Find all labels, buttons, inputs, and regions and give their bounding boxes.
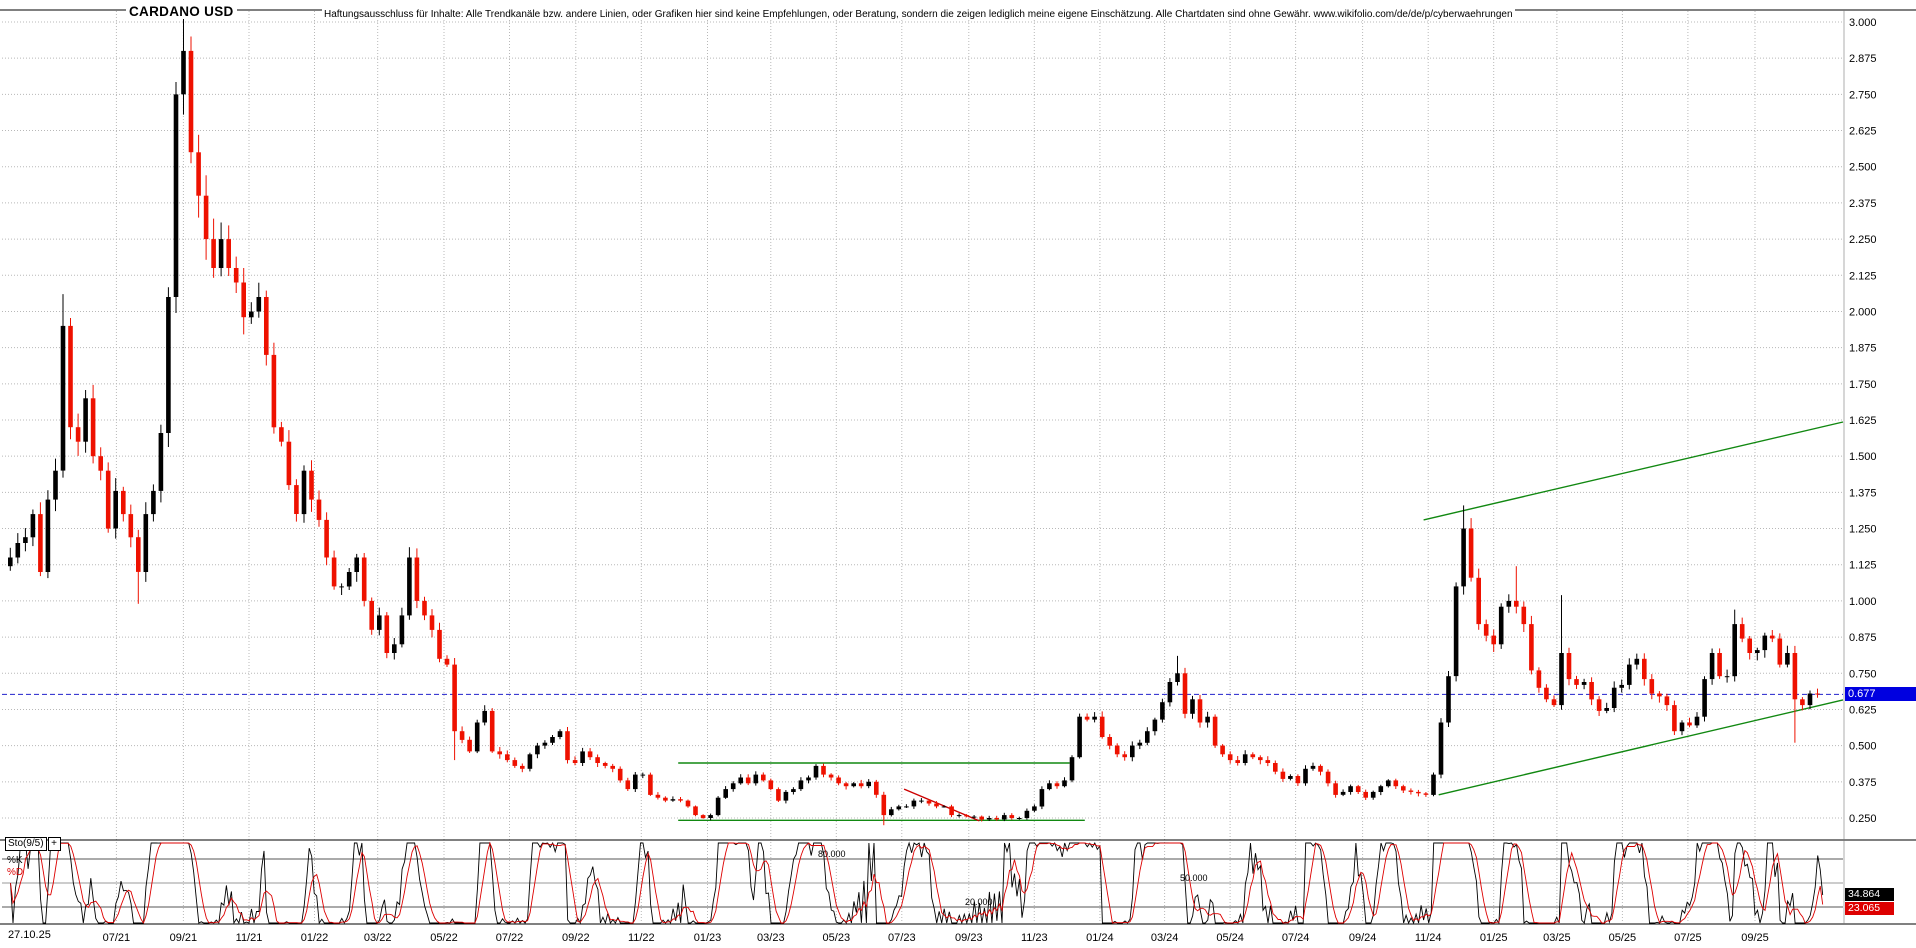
price-tick-label: 2.750: [1849, 89, 1877, 101]
time-tick-label: 11/23: [1021, 932, 1048, 944]
time-tick-label: 03/22: [364, 932, 392, 944]
indicator-expand-button[interactable]: +: [47, 837, 61, 851]
price-tick-label: 0.750: [1849, 668, 1877, 680]
trend-line: [1423, 421, 1844, 521]
time-tick-label: 09/21: [170, 932, 198, 944]
disclaimer-text: Haftungsausschluss für Inhalte: Alle Tre…: [322, 9, 1515, 20]
price-tick-label: 2.000: [1849, 307, 1877, 319]
x-axis-start-date: 27.10.25: [8, 929, 51, 941]
time-tick-label: 11/21: [236, 932, 263, 944]
price-tick-label: 2.500: [1849, 162, 1877, 174]
stochastic-d-line: [10, 841, 1824, 925]
time-tick-label: 05/22: [430, 932, 458, 944]
sto-level-label: 50.000: [1180, 873, 1208, 883]
time-tick-label: 09/23: [955, 932, 983, 944]
stochastic-k-label: %K: [7, 855, 23, 866]
price-tick-label: 1.375: [1849, 487, 1877, 499]
time-tick-label: 11/24: [1415, 932, 1442, 944]
time-tick-label: 09/25: [1741, 932, 1769, 944]
current-price-tag: 0.677: [1845, 687, 1916, 701]
price-tick-label: 2.625: [1849, 126, 1877, 138]
time-tick-label: 09/22: [562, 932, 590, 944]
price-tick-label: 2.250: [1849, 234, 1877, 246]
chart-title: CARDANO USD: [126, 4, 237, 19]
price-tick-label: 0.500: [1849, 741, 1877, 753]
price-tick-label: 2.375: [1849, 198, 1877, 210]
price-tick-label: 2.875: [1849, 53, 1877, 65]
time-tick-label: 11/22: [628, 932, 655, 944]
price-tick-label: 1.875: [1849, 343, 1877, 355]
stochastic-k-value-tag: 34.864: [1845, 888, 1894, 901]
time-tick-label: 05/24: [1216, 932, 1244, 944]
price-tick-label: 3.000: [1849, 17, 1877, 29]
time-tick-label: 01/25: [1480, 932, 1508, 944]
price-tick-label: 1.250: [1849, 524, 1877, 536]
price-tick-label: 0.375: [1849, 777, 1877, 789]
sto-level-label: 80.000: [818, 849, 846, 859]
time-tick-label: 01/24: [1086, 932, 1114, 944]
time-tick-label: 03/23: [757, 932, 785, 944]
time-tick-label: 07/23: [888, 932, 916, 944]
stochastic-k-line: [10, 841, 1824, 925]
stochastic-d-value-tag: 23.065: [1845, 902, 1894, 915]
price-tick-label: 1.625: [1849, 415, 1877, 427]
time-tick-label: 09/24: [1349, 932, 1377, 944]
time-tick-label: 01/23: [694, 932, 722, 944]
time-tick-label: 03/25: [1543, 932, 1571, 944]
time-tick-label: 07/24: [1282, 932, 1310, 944]
time-tick-label: 05/23: [823, 932, 851, 944]
time-tick-label: 01/22: [301, 932, 329, 944]
price-tick-label: 2.125: [1849, 270, 1877, 282]
price-tick-label: 1.500: [1849, 451, 1877, 463]
price-tick-label: 1.750: [1849, 379, 1877, 391]
gridlines: [2, 11, 1843, 923]
sto-level-label: 20.000: [965, 897, 993, 907]
price-tick-label: 0.875: [1849, 632, 1877, 644]
price-tick-label: 1.125: [1849, 560, 1877, 572]
trend-line: [1438, 699, 1844, 796]
price-tick-label: 1.000: [1849, 596, 1877, 608]
time-tick-label: 03/24: [1151, 932, 1179, 944]
indicator-label[interactable]: Sto(9/5): [5, 837, 47, 851]
time-tick-label: 07/21: [103, 932, 131, 944]
indicator-legend: Sto(9/5) +: [5, 837, 61, 851]
time-tick-label: 05/25: [1609, 932, 1637, 944]
stochastic-d-label: %D: [7, 867, 24, 878]
price-tick-label: 0.625: [1849, 705, 1877, 717]
time-tick-label: 07/25: [1674, 932, 1702, 944]
time-tick-label: 07/22: [496, 932, 524, 944]
candlesticks: [8, 10, 1820, 826]
price-tick-label: 0.250: [1849, 813, 1877, 825]
